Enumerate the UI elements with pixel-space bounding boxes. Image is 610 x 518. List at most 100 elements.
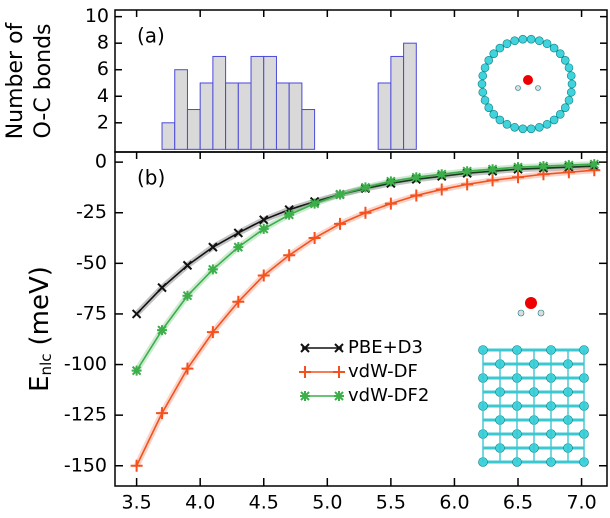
x-tick-label: 5.0 [312,492,342,514]
histogram-bar [225,82,239,150]
histogram-bar [212,55,227,150]
legend-marker [334,391,344,401]
atom [535,85,541,91]
histogram-bar [237,82,252,150]
atom [549,43,559,53]
atom [477,79,487,89]
atom [518,34,528,44]
marker [359,206,372,219]
plot-frame [114,151,608,487]
legend-marker [300,343,310,353]
atom [502,39,512,49]
y-axis-label: Enlc (meV) [25,266,55,392]
y-tick-label: -75 [76,302,107,324]
atom [478,87,488,97]
marker [309,198,320,209]
marker [385,176,396,187]
histogram-bar [377,82,392,150]
histogram-bar [199,82,214,150]
marker [411,172,422,183]
atom [542,119,552,129]
marker [207,264,218,275]
y-tick-label: -125 [64,404,107,426]
atom [484,103,494,112]
marker [157,325,168,336]
legend-marker [334,343,344,353]
legend-marker [333,366,345,378]
histogram-bar [403,42,417,150]
atom [489,110,499,119]
legend-label: PBE+D3 [348,337,423,358]
marker [233,242,244,253]
legend-marker [299,366,311,378]
y-axis-label-unit: (meV) [25,266,55,345]
histogram-bar [390,55,405,150]
marker [257,269,270,282]
atom [526,34,536,44]
atom [489,49,499,58]
y-axis-label-sub: nlc [37,354,55,376]
atom [535,122,544,132]
marker [410,189,423,202]
legend-marker [300,391,310,401]
marker [487,164,498,175]
atom [567,79,577,89]
x-tick-label: 6.5 [503,492,533,514]
atom [549,115,559,125]
y-tick-label: -150 [64,454,107,476]
marker [513,162,524,173]
marker [157,282,167,293]
histogram-bar [186,109,201,150]
marker [308,232,321,245]
atom [564,95,574,105]
marker [335,189,346,200]
marker [538,161,549,172]
x-tick-label: 3.5 [122,492,152,514]
atom [510,122,519,132]
marker [182,260,193,271]
marker [233,228,244,238]
x-tick-label: 4.0 [185,492,215,514]
marker [334,217,347,230]
atom [542,39,552,49]
marker [283,249,296,262]
histogram-bar [301,109,316,150]
histogram-bar [288,82,303,150]
atom [510,36,519,46]
x-tick-label: 4.5 [249,492,279,514]
atom [515,85,521,91]
marker [384,197,397,210]
marker [131,365,142,376]
atom [564,63,574,73]
atom [566,71,576,81]
y-axis-label-main: E [25,375,55,391]
legend-label: vdW-DF2 [348,385,429,406]
x-tick-label: 5.5 [376,492,406,514]
marker [360,182,371,193]
marker [461,178,474,191]
marker [512,171,525,184]
marker [206,326,219,339]
marker [589,159,600,170]
histogram-bar [250,55,265,150]
ring-molecule-inset [477,34,577,134]
panel-label: (b) [137,166,165,190]
y-tick-label: 8 [97,32,109,54]
marker [435,183,448,196]
histogram-bar [263,55,277,150]
atom [555,49,565,58]
atom [555,110,565,119]
atom [502,119,512,129]
marker [436,169,447,180]
marker [232,295,245,308]
atom [484,56,494,65]
y-tick-label: -50 [76,252,107,274]
atom [480,63,490,73]
y-tick-label: -100 [64,353,107,375]
histogram-bar [174,69,188,150]
histogram-bar [275,82,290,150]
atom [480,95,490,105]
y-tick-label: 0 [95,151,107,173]
marker [258,223,269,234]
